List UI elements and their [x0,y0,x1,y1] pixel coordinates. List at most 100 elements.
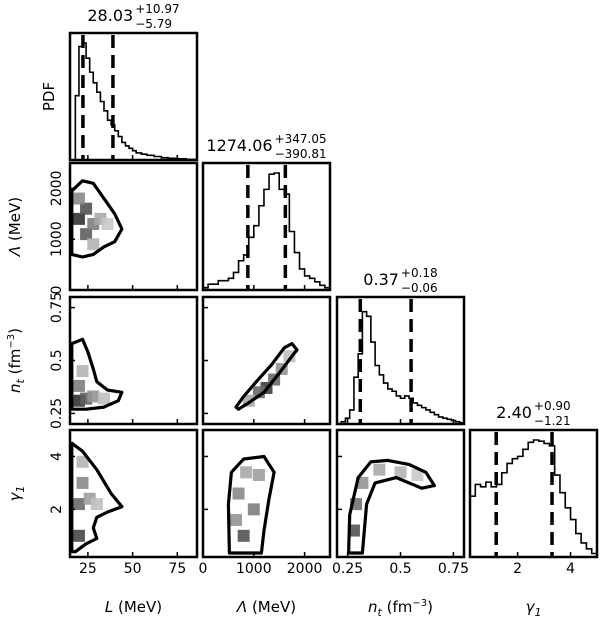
yaxis-label-1: Λ (MeV) [6,197,24,257]
xaxis-label-2-sup: −3 [412,598,427,609]
panel-frame-3-0 [68,428,199,559]
density-cell-4-0 [237,529,250,542]
density-cell-5-4 [394,466,407,479]
yaxis-label-1-unit: (MeV) [6,197,24,246]
xaxis-label-1: Λ (MeV) [236,598,296,616]
xaxis-label-1-unit: (MeV) [247,598,296,616]
density-cell-0-4 [72,192,85,205]
contour-4-0 [226,454,276,555]
xaxis-label-2-end: ) [427,598,433,616]
title-plus-2: +0.18 [401,266,438,280]
yaxis-label-2-sup: −3 [6,334,17,349]
lines-layer [70,35,598,557]
yaxis-label-1-symbol: Λ [6,246,24,257]
pdf-label: PDF [40,82,58,111]
panel-frame-2-1 [201,295,332,426]
ytick-label-2-0: 0.25 [49,398,65,429]
yaxis-label-2-end: ) [6,328,24,334]
contour-0-0 [70,179,124,259]
xtick-label-1-2: 2000 [287,561,323,577]
panel-frame-3-1 [201,428,332,559]
xaxis-label-0-symbol: L [105,598,113,616]
yaxis-label-3-symbol: γ [6,491,24,501]
density-cell-3-2 [76,476,89,489]
ytick-label-1-0: 0 [49,286,65,295]
density-cell-5-2 [356,476,369,489]
xtick-label-3-1: 4 [566,561,575,577]
xaxis-label-2-symbol: n [368,598,378,616]
title-value-1: 1274.06 [206,136,272,155]
title-value-3: 2.40 [496,403,532,422]
panel-frame-0-0 [68,31,199,162]
xaxis-label-3-symbol: γ [526,598,536,616]
contour-5-0 [347,458,436,555]
text-layer: 28.03 +10.97−5.79 1274.06 +347.05−390.81 0.3… [6,2,575,619]
density-cell-3-1 [72,498,85,511]
density-layer [72,192,424,542]
title-value-0: 28.03 [87,6,133,25]
xaxis-label-2-unit: (fm [382,598,413,616]
xtick-label-1-1: 1000 [236,561,272,577]
density-cell-4-3 [252,468,265,481]
xaxis-label-2: nt (fm−3) [368,598,433,619]
xaxis-label-2-sub: t [378,606,383,619]
density-cell-1-5 [97,392,110,405]
title-minus-3: −1.21 [534,414,571,428]
xtick-label-0-2: 75 [168,561,186,577]
panel-frame-1-0 [68,161,199,292]
histogram-0 [74,42,197,161]
title-value-2: 0.37 [363,270,399,289]
density-cell-0-7 [101,217,114,230]
title-plus-1: +347.05 [275,132,327,146]
yaxis-label-2-sub: t [14,378,27,383]
frames-layer [68,31,599,559]
density-cell-0-0 [72,212,85,225]
histogram-3 [469,439,598,557]
density-cell-4-4 [240,466,253,479]
density-cell-1-4 [76,365,89,378]
xtick-label-0-0: 25 [79,561,97,577]
title-minus-1: −390.81 [275,147,327,161]
density-cell-5-3 [373,463,386,476]
density-cell-3-5 [90,498,103,511]
density-cell-0-6 [87,238,100,251]
title-plus-3: +0.90 [534,399,571,413]
xaxis-label-3-sub: 1 [534,606,541,619]
yaxis-label-2-unit: (fm [6,349,24,380]
density-cell-5-0 [347,524,360,537]
contour-3-0 [70,441,124,554]
ytick-label-2-1: 0.5 [49,349,65,371]
xtick-label-2-1: 0.5 [389,561,411,577]
density-cell-5-5 [411,468,424,481]
xaxis-label-0: L (MeV) [105,598,162,616]
histogram-2 [337,310,465,425]
panel-frame-1-1 [201,161,332,292]
xtick-label-2-2: 0.75 [438,561,469,577]
xtick-label-1-0: 0 [199,561,208,577]
yaxis-label-3: γ1 [6,486,27,502]
density-cell-0-2 [80,228,93,241]
density-cell-1-2 [72,379,85,392]
xaxis-label-0-unit: (MeV) [113,598,162,616]
title-plus-0: +10.97 [135,2,179,16]
density-cell-3-0 [72,529,85,542]
contour-2-0 [234,342,299,411]
contour-1-0 [70,337,124,411]
density-cell-1-3 [87,390,100,403]
yaxis-label-2-symbol: n [6,383,24,393]
ytick-label-1-1: 1000 [49,221,65,257]
title-minus-2: −0.06 [401,281,438,295]
density-cell-4-2 [232,487,245,500]
xtick-label-2-0: 0.25 [332,561,363,577]
panel-frame-3-3 [468,428,599,559]
xtick-label-0-1: 50 [124,561,142,577]
density-cell-3-4 [76,455,89,468]
xaxis-label-3: γ1 [526,598,542,619]
density-cell-4-5 [230,513,243,526]
ytick-label-3-0: 2 [49,505,65,514]
xaxis-label-1-symbol: Λ [236,598,247,616]
ytick-label-1-2: 2000 [49,171,65,207]
histogram-1 [202,172,331,290]
density-cell-0-1 [80,202,93,215]
